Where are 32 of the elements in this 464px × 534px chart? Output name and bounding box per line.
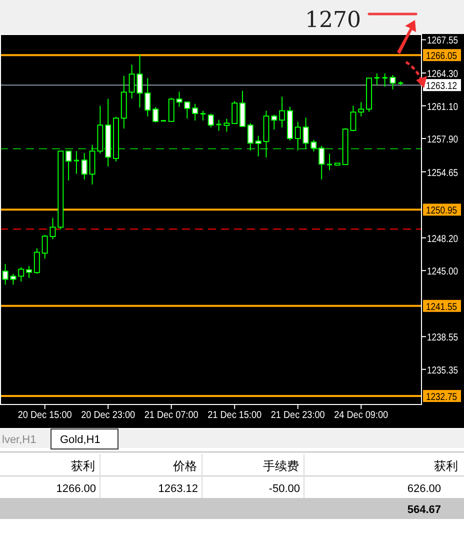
ref-line-label: 1263.12 bbox=[426, 81, 462, 92]
text: 626.00 bbox=[407, 483, 441, 495]
y-tick-label: 1238.55 bbox=[427, 332, 464, 344]
text: -50.00 bbox=[268, 483, 300, 495]
y-tick-label: 1254.65 bbox=[427, 168, 464, 179]
ref-line-label: 1232.75 bbox=[426, 392, 462, 403]
y-tick-label: 1245.00 bbox=[427, 266, 464, 278]
text: 获利 bbox=[434, 459, 458, 473]
text: lver,H1 bbox=[2, 434, 36, 446]
y-tick-label: 1261.10 bbox=[427, 102, 464, 113]
text: 564.67 bbox=[407, 504, 441, 516]
text: 1266.00 bbox=[56, 483, 96, 495]
y-tick-label: 1267.55 bbox=[427, 36, 464, 47]
x-tick-label: 20 Dec 23:00 bbox=[81, 410, 141, 421]
text: 价格 bbox=[172, 459, 197, 473]
x-tick-label: 21 Dec 23:00 bbox=[270, 410, 330, 421]
ref-line-label: 1266.05 bbox=[426, 51, 462, 62]
y-tick-label: 1264.30 bbox=[427, 69, 464, 80]
text: 获利 bbox=[71, 459, 95, 473]
x-tick-label: 21 Dec 07:00 bbox=[144, 410, 204, 421]
y-tick-label: 1248.20 bbox=[427, 234, 464, 245]
x-tick-label: 24 Dec 09:00 bbox=[334, 410, 394, 421]
ref-line-label: 1250.95 bbox=[426, 206, 462, 217]
text: 1270 bbox=[305, 8, 361, 33]
x-tick-label: 20 Dec 15:00 bbox=[18, 410, 78, 421]
text: 1263.12 bbox=[158, 483, 198, 495]
text: 手续费 bbox=[263, 459, 299, 473]
y-tick-label: 1257.90 bbox=[427, 134, 464, 146]
ref-line-label: 1241.55 bbox=[426, 302, 462, 313]
text: Gold,H1 bbox=[60, 434, 100, 446]
x-tick-label: 21 Dec 15:00 bbox=[208, 410, 268, 421]
y-tick-label: 1235.35 bbox=[427, 365, 464, 376]
